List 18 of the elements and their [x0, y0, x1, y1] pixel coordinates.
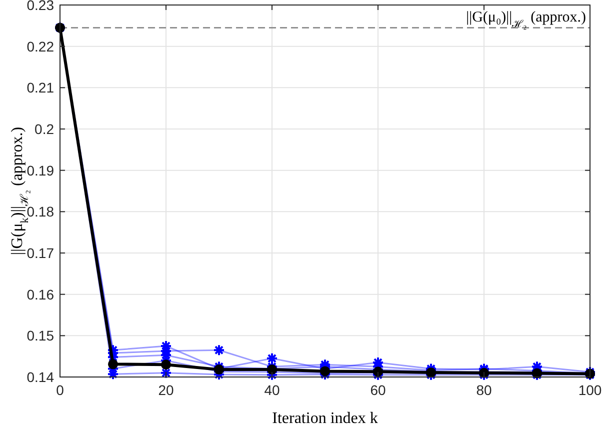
y-tick-label: 0.14	[26, 369, 54, 385]
x-tick-label: 0	[56, 382, 64, 398]
x-tick-label: 80	[476, 382, 492, 398]
x-tick-label: 100	[578, 382, 602, 398]
y-tick-label: 0.21	[26, 80, 54, 96]
y-tick-label: 0.16	[26, 286, 54, 302]
x-tick-label: 20	[158, 382, 174, 398]
x-tick-label: 40	[264, 382, 280, 398]
ref-line-label: ||G(μ₀)||$_{ℋ₂}$ (approx.)	[466, 10, 586, 30]
y-tick-label: 0.2	[34, 121, 54, 137]
y-tick-label: 0.19	[26, 162, 54, 178]
y-tick-label: 0.17	[26, 245, 54, 261]
x-axis-title: Iteration index k	[272, 410, 378, 427]
x-tick-label: 60	[370, 382, 386, 398]
y-tick-label: 0.23	[26, 0, 54, 13]
y-tick-label: 0.22	[26, 38, 54, 54]
y-tick-label: 0.18	[26, 204, 54, 220]
y-tick-label: 0.15	[26, 328, 54, 344]
